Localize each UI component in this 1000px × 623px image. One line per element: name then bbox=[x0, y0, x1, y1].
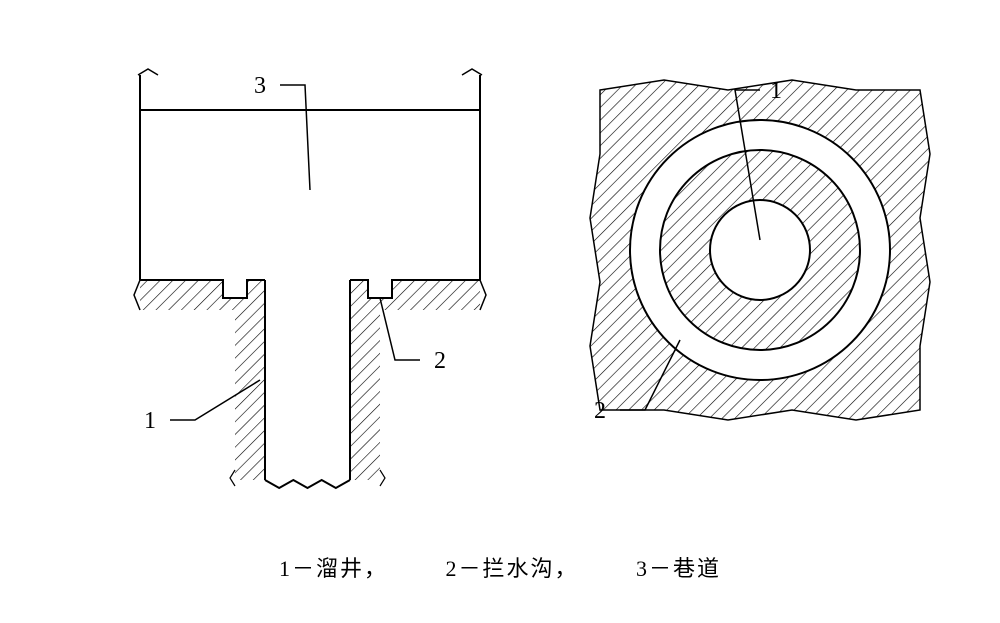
svg-text:1: 1 bbox=[770, 78, 782, 104]
legend-item-3: 3－巷道 bbox=[636, 551, 721, 583]
legend-num-2: 2 bbox=[445, 556, 458, 581]
legend-text-2: 拦水沟 bbox=[483, 556, 555, 581]
svg-text:3: 3 bbox=[254, 73, 266, 99]
svg-text:1: 1 bbox=[144, 408, 156, 434]
legend-num-3: 3 bbox=[636, 556, 649, 581]
legend-text-3: 巷道 bbox=[673, 556, 721, 581]
svg-text:2: 2 bbox=[434, 348, 446, 374]
legend-sep-2: － bbox=[458, 556, 482, 581]
legend: 1－溜井， 2－拦水沟， 3－巷道 bbox=[0, 551, 1000, 583]
diagram-container: 3 2 1 1 2 bbox=[0, 20, 1000, 520]
legend-item-1: 1－溜井， bbox=[279, 551, 388, 583]
svg-text:2: 2 bbox=[594, 398, 606, 424]
legend-text-1: 溜井 bbox=[316, 556, 364, 581]
legend-sep-3: － bbox=[649, 556, 673, 581]
legend-num-1: 1 bbox=[279, 556, 292, 581]
legend-sep-1: － bbox=[292, 556, 316, 581]
technical-drawing-svg: 3 2 1 1 2 bbox=[0, 20, 1000, 520]
legend-item-2: 2－拦水沟， bbox=[445, 551, 578, 583]
